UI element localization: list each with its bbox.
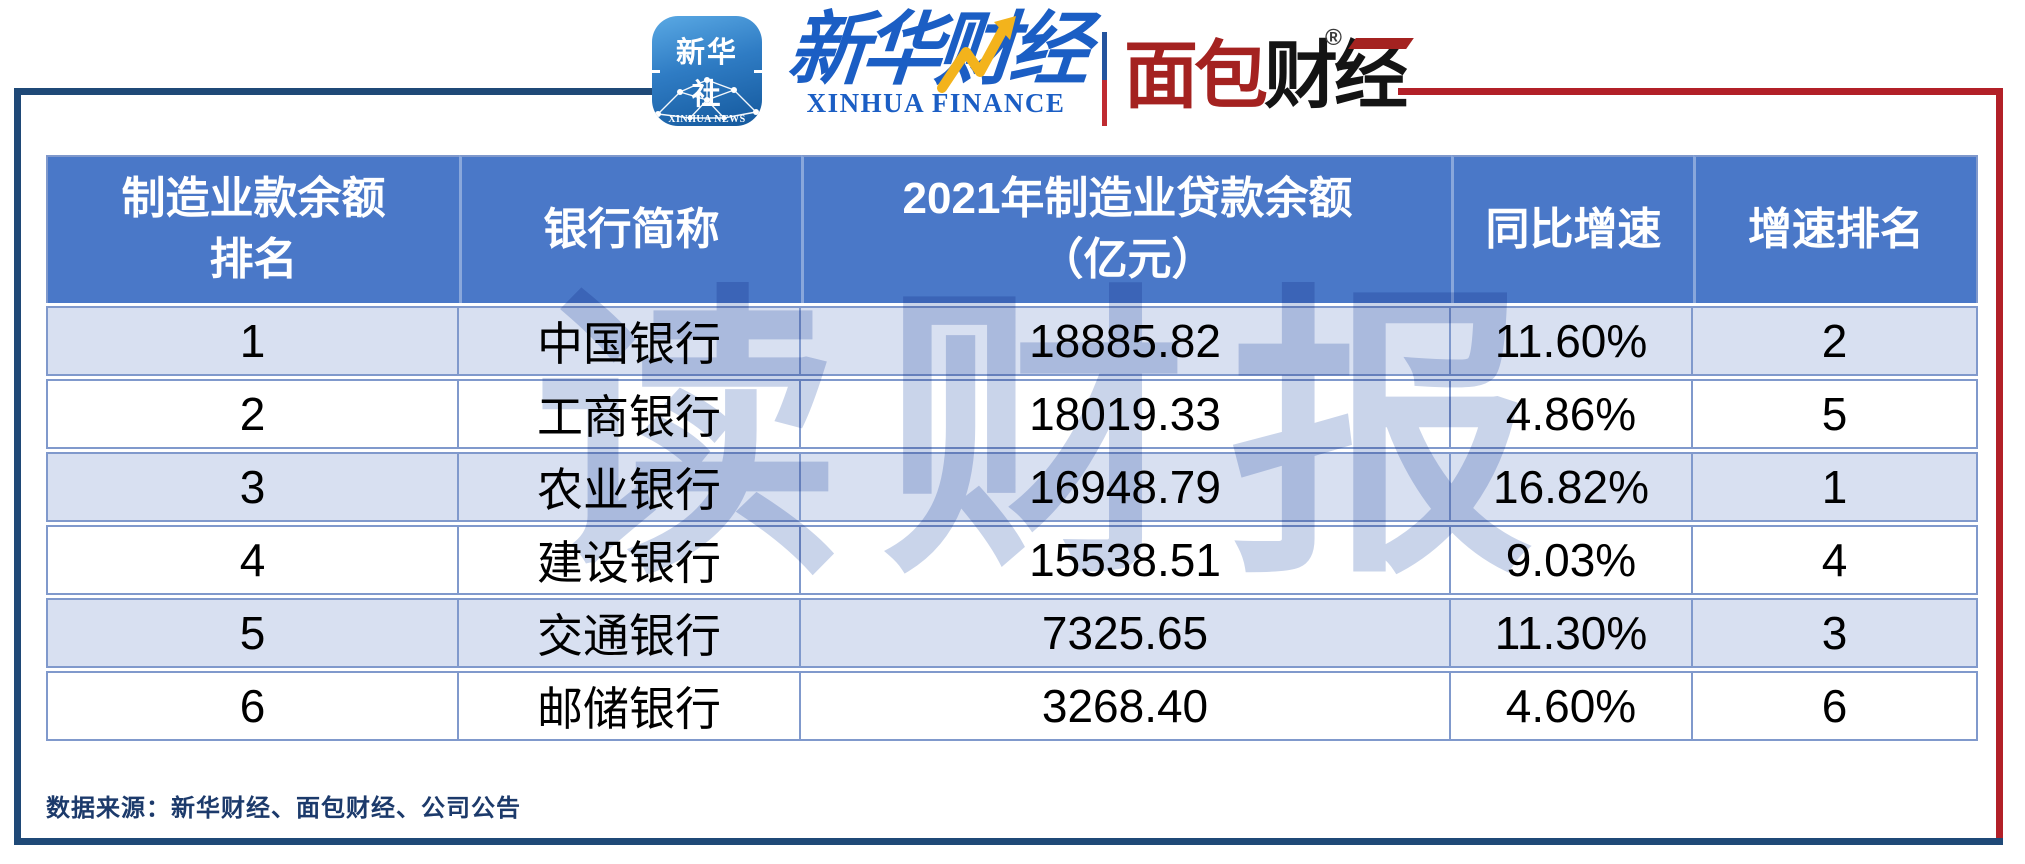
yoy-cell: 11.60% [1451,306,1693,376]
balance-cell: 7325.65 [801,598,1451,668]
frame-left-navy [14,88,21,845]
table-row: 1 中国银行 18885.82 11.60% 2 [46,306,1978,376]
growth-rank-cell: 4 [1693,525,1978,595]
balance-cell: 15538.51 [801,525,1451,595]
balance-cell: 3268.40 [801,671,1451,741]
yoy-cell: 4.60% [1451,671,1693,741]
xinhua-finance-cn-wordmark: 新华财经 [784,5,1088,94]
rank-cell: 5 [46,598,459,668]
balance-cell: 18019.33 [801,379,1451,449]
growth-rank-cell: 5 [1693,379,1978,449]
frame-right-red [1996,88,2003,838]
column-header-bank: 银行简称 [459,155,801,303]
frame-top-right-red [1398,88,2003,95]
table-row: 4 建设银行 15538.51 9.03% 4 [46,525,1978,595]
rank-cell: 6 [46,671,459,741]
divider-red-segment [1102,80,1107,126]
bank-cell: 邮储银行 [459,671,801,741]
mianbao-red-accent-stroke [1348,38,1414,49]
bank-cell: 中国银行 [459,306,801,376]
xinhua-news-en-label: XINHUA NEWS [668,114,746,125]
rank-cell: 3 [46,452,459,522]
column-header-balance-rank: 制造业款余额 排名 [46,155,459,303]
xinhua-finance-en-wordmark: XINHUA FINANCE [806,88,1066,118]
rank-cell: 1 [46,306,459,376]
bank-cell: 工商银行 [459,379,801,449]
data-source-note: 数据来源：新华财经、面包财经、公司公告 [46,796,521,822]
mianbao-red-wordmark: 面包 [1124,34,1268,117]
table-row: 6 邮储银行 3268.40 4.60% 6 [46,671,1978,741]
table-row: 3 农业银行 16948.79 16.82% 1 [46,452,1978,522]
bank-cell: 交通银行 [459,598,801,668]
table-row: 5 交通银行 7325.65 11.30% 3 [46,598,1978,668]
frame-bottom-navy [14,838,2003,845]
balance-cell: 18885.82 [801,306,1451,376]
growth-rank-cell: 6 [1693,671,1978,741]
divider-blue-segment [1102,32,1107,80]
growth-rank-cell: 1 [1693,452,1978,522]
table-row: 2 工商银行 18019.33 4.86% 5 [46,379,1978,449]
table-header-row: 制造业款余额 排名 银行简称 2021年制造业贷款余额 （亿元） 同比增速 增速… [46,155,1978,303]
logo-divider [1102,32,1107,126]
bank-cell: 农业银行 [459,452,801,522]
rank-cell: 2 [46,379,459,449]
growth-rank-cell: 3 [1693,598,1978,668]
mianbao-finance-logo: 面包财经 ® [1124,24,1414,124]
manufacturing-loan-table: 制造业款余额 排名 银行简称 2021年制造业贷款余额 （亿元） 同比增速 增速… [46,152,1978,744]
rank-cell: 4 [46,525,459,595]
yoy-cell: 9.03% [1451,525,1693,595]
growth-rank-cell: 2 [1693,306,1978,376]
xinhua-finance-logo: 新华财经 XINHUA FINANCE [778,5,1094,119]
balance-cell: 16948.79 [801,452,1451,522]
yoy-cell: 16.82% [1451,452,1693,522]
registered-trademark-icon: ® [1325,24,1342,50]
yoy-cell: 4.86% [1451,379,1693,449]
frame-top-left-navy [14,88,652,95]
network-constellation-icon [655,77,759,121]
bank-cell: 建设银行 [459,525,801,595]
yoy-cell: 11.30% [1451,598,1693,668]
xinhua-news-logo-icon: 新华社 XINHUA NEWS [652,16,762,126]
column-header-yoy-growth: 同比增速 [1451,155,1693,303]
column-header-balance: 2021年制造业贷款余额 （亿元） [801,155,1451,303]
column-header-growth-rank: 增速排名 [1693,155,1978,303]
